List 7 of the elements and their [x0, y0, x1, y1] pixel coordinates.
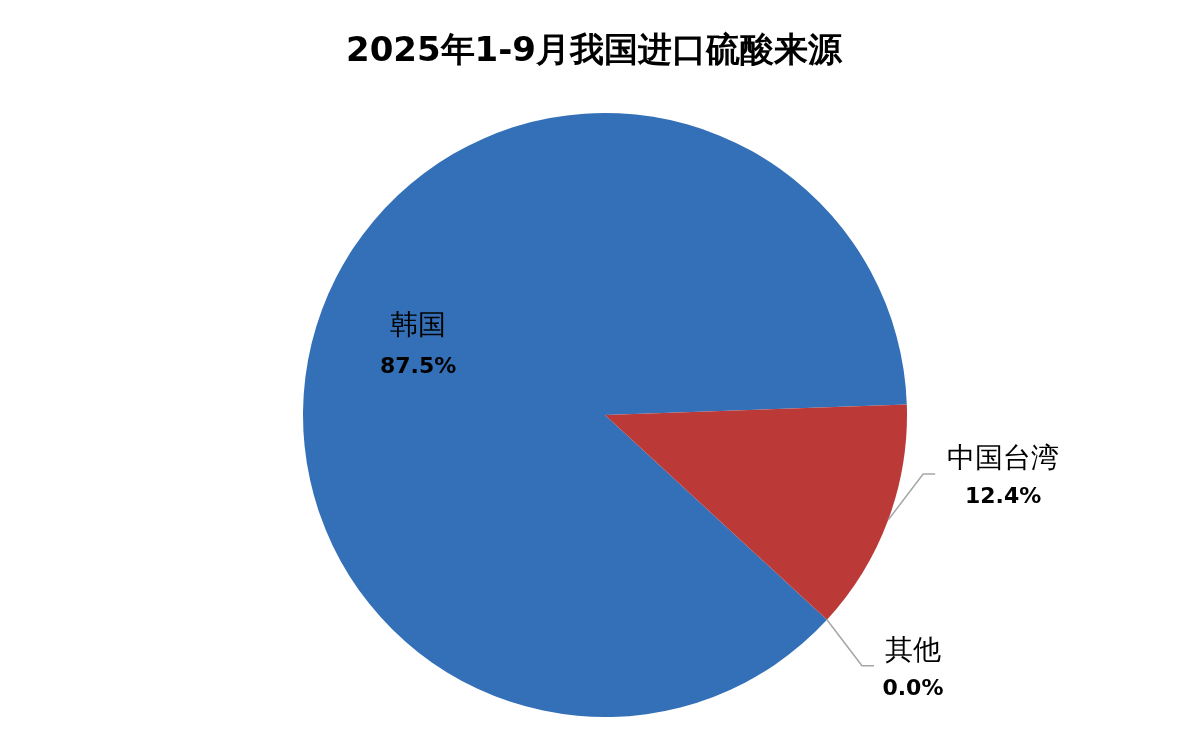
- data-label: 0.0%: [882, 674, 944, 700]
- slice-label: 其他: [884, 633, 941, 665]
- data-label: 87.5%: [379, 352, 457, 378]
- slice-label: 韩国: [390, 308, 447, 340]
- chart-title: 2025年1-9月我国进口硫酸来源: [345, 29, 844, 69]
- slice-label: 中国台湾: [947, 442, 1060, 474]
- data-label: 12.4%: [965, 483, 1042, 509]
